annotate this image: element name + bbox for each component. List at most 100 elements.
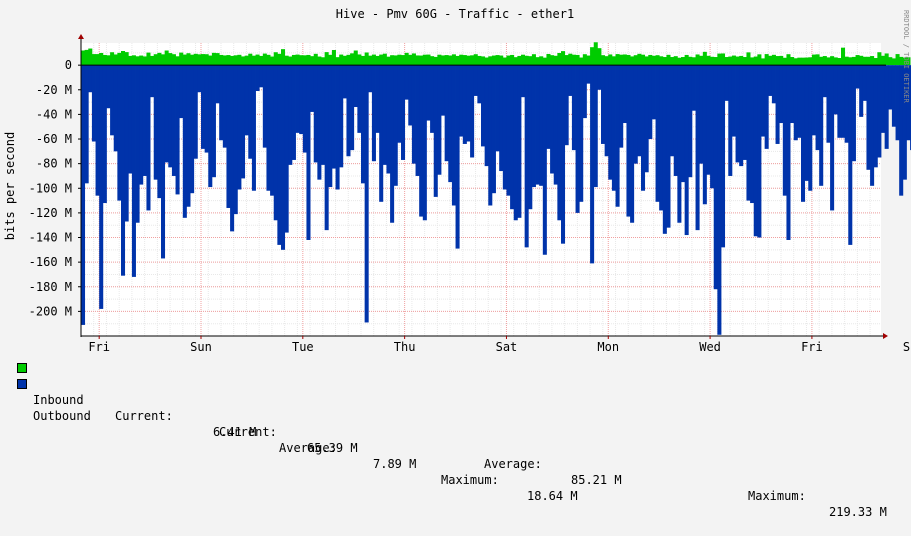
x-tick-label: Thu [394,340,416,354]
inbound-sample [735,56,740,66]
outbound-sample [542,65,547,255]
outbound-sample [611,65,616,191]
inbound-sample [237,54,242,66]
outbound-sample [582,65,587,119]
inbound-sample [146,52,151,66]
outbound-sample [662,65,667,234]
inbound-sample [361,55,366,66]
y-tick-label: -160 M [29,255,72,269]
inbound-sample [590,47,595,66]
outbound-sample [81,65,86,325]
outbound-sample [426,65,431,121]
inbound-sample [859,55,864,66]
inbound-sample [233,55,238,66]
inbound-sample [219,54,224,66]
inbound-sample [550,55,555,66]
outbound-sample [171,65,176,176]
outbound-sample [837,65,842,138]
outbound-sample [404,65,409,100]
inbound-sample [491,55,496,66]
inbound-sample [561,51,566,66]
axes [78,34,888,339]
outbound-sample [251,65,256,191]
outbound-sample [859,65,864,117]
outbound-sample [830,65,835,211]
inbound-sample [779,55,784,66]
outbound-sample [808,65,813,191]
inbound-sample [437,54,442,66]
inbound-sample [542,57,547,66]
outbound-sample [248,65,253,159]
outbound-sample [353,65,358,108]
outbound-sample [851,65,856,162]
outbound-sample [670,65,675,157]
outbound-sample [833,65,838,115]
inbound-sample [331,50,336,66]
outbound-sample [95,65,100,196]
outbound-sample [619,65,624,148]
outbound-sample [841,65,846,138]
outbound-sample [433,65,438,197]
outbound-sample [382,65,387,165]
y-tick-label: 0 [65,58,72,72]
outbound-sample [626,65,631,217]
inbound-sample [626,54,631,66]
outbound-sample [281,65,286,250]
outbound-sample [608,65,613,180]
outbound-average-value: 85.21 M [571,473,622,487]
outbound-sample [357,65,362,133]
outbound-sample [862,65,867,101]
inbound-sample [535,57,540,66]
inbound-sample [251,55,256,66]
inbound-sample [877,52,882,66]
outbound-sample [193,65,198,159]
outbound-sample [695,65,700,231]
y-tick-label: -140 M [29,231,72,245]
inbound-sample [288,56,293,66]
outbound-sample [211,65,216,178]
outbound-sample [386,65,391,174]
outbound-sample [753,65,758,237]
inbound-sample [797,57,802,66]
x-tick-label: Fri [88,340,110,354]
inbound-sample [204,54,209,66]
outbound-sample [106,65,111,109]
chart-title: Hive - Pmv 60G - Traffic - ether1 [336,7,574,21]
inbound-sample [786,54,791,66]
outbound-sample [866,65,871,170]
outbound-average-label: Average: [484,457,542,471]
inbound-sample [557,52,562,66]
outbound-sample [379,65,384,202]
outbound-sample [677,65,682,223]
inbound-sample [455,55,460,66]
outbound-sample [699,65,704,164]
inbound-sample [753,56,758,66]
outbound-sample [713,65,718,290]
outbound-sample [891,65,896,127]
inbound-sample [891,58,896,66]
inbound-sample [793,58,798,66]
inbound-sample [131,55,136,66]
y-tick-label: -40 M [36,107,72,121]
inbound-sample [211,52,216,66]
inbound-sample [706,55,711,66]
inbound-sample [593,42,598,66]
outbound-sample [750,65,755,204]
outbound-sample [641,65,646,191]
inbound-sample [430,56,435,66]
inbound-sample [553,55,558,66]
inbound-sample [601,55,606,66]
outbound-sample [666,65,671,228]
inbound-sample [346,54,351,66]
y-tick-label: -120 M [29,206,72,220]
inbound-sample [517,55,522,66]
outbound-sample [702,65,707,205]
legend-row-inbound: Inbound Current: 6.41 M Average: 7.89 M … [17,360,907,503]
inbound-sample [444,55,449,66]
inbound-sample [604,56,609,66]
inbound-sample [731,55,736,66]
inbound-sample [481,56,486,66]
outbound-sample [648,65,653,140]
inbound-sample [426,54,431,66]
inbound-sample [462,55,467,66]
